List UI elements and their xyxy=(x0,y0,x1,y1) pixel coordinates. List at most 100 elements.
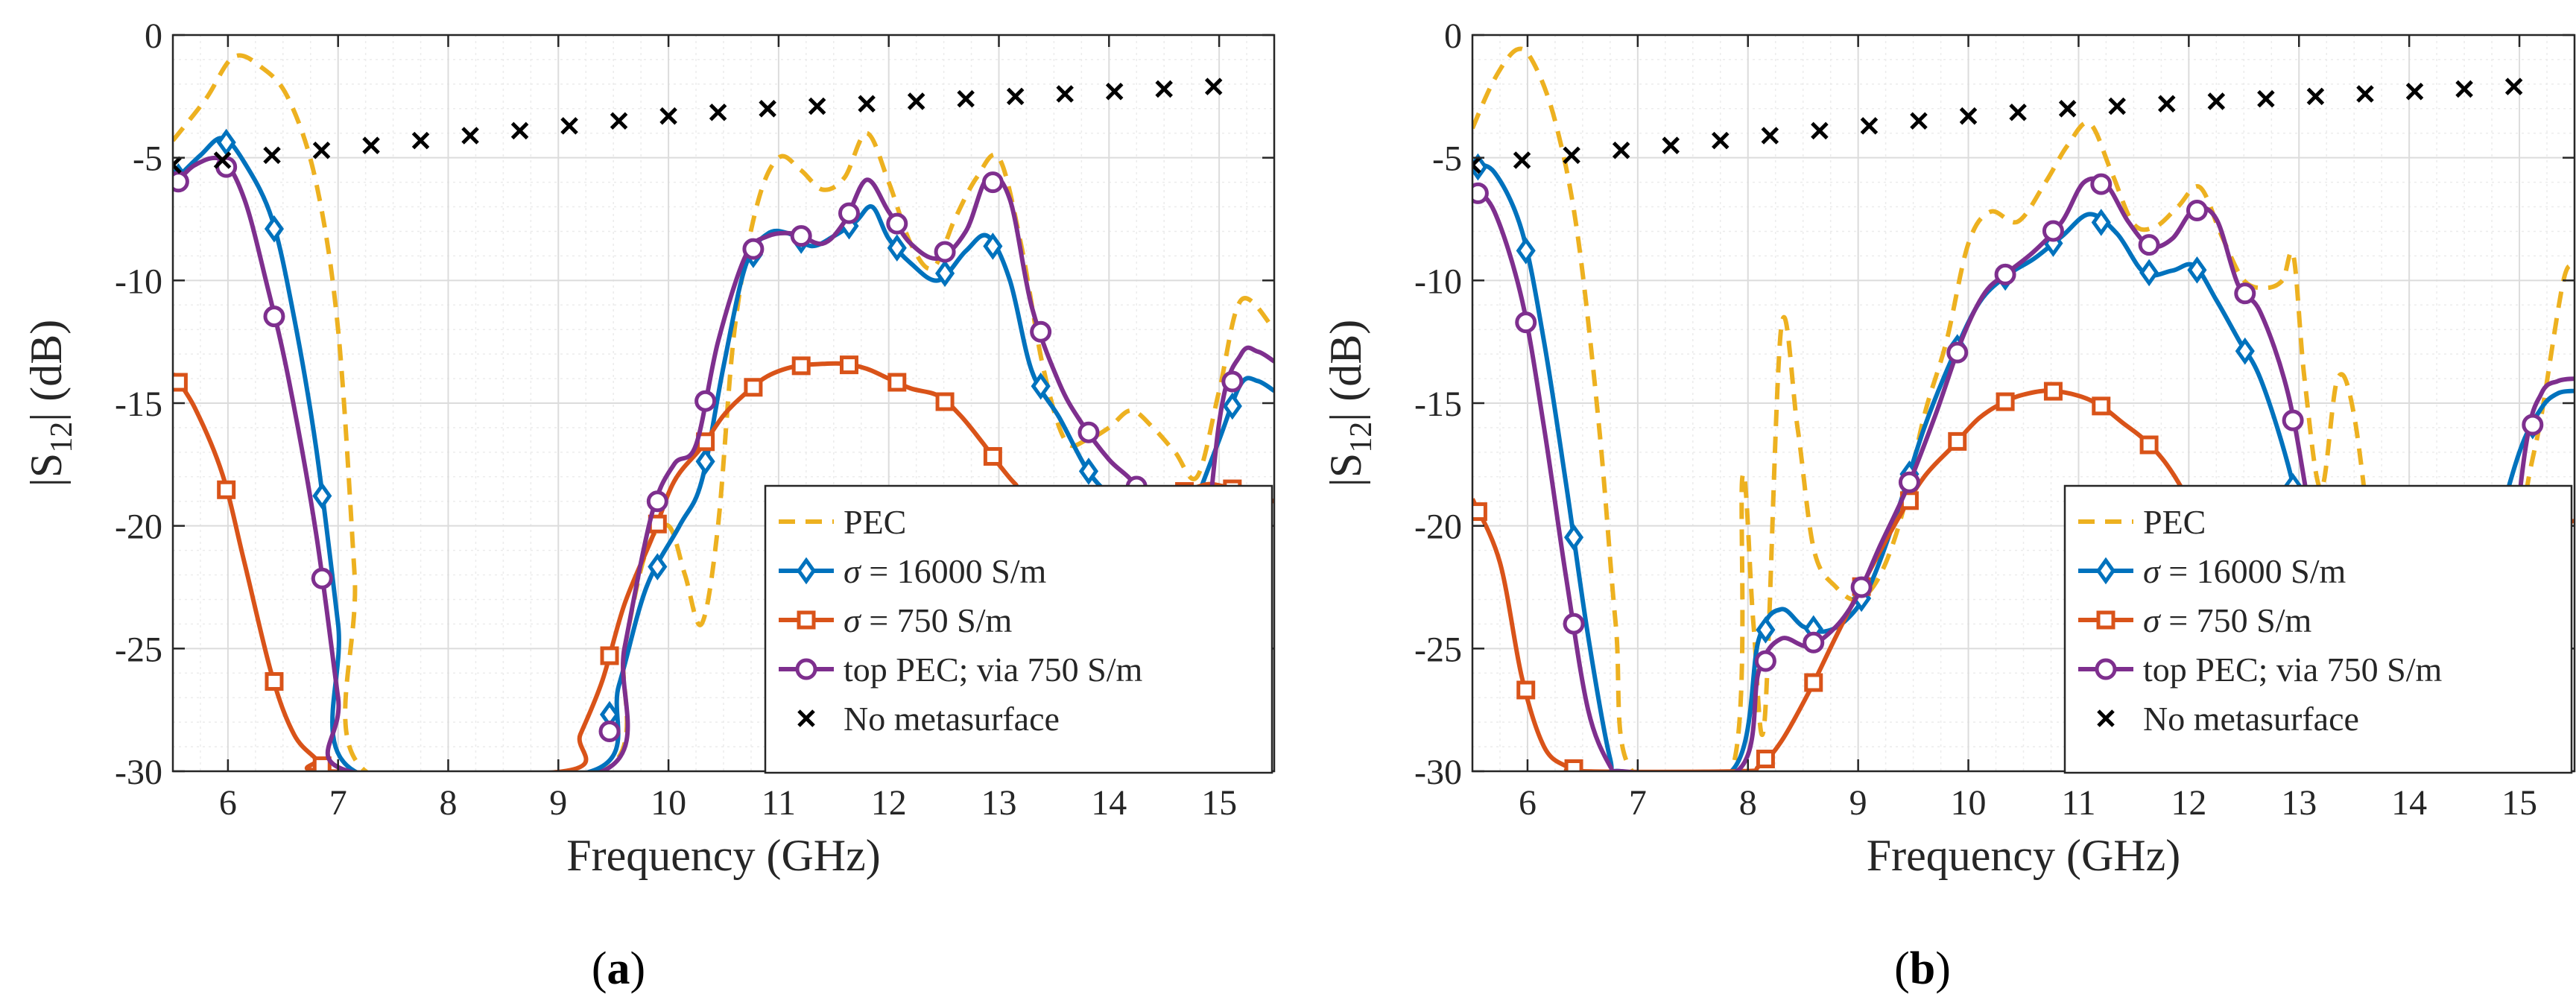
marker-circle-toppec xyxy=(1850,576,1873,598)
marker-diamond-s16000 xyxy=(2187,256,2207,284)
marker-square-s750 xyxy=(1516,680,1536,700)
marker-circle-toppec xyxy=(1515,311,1537,334)
x-tick-label: 10 xyxy=(651,783,686,823)
marker-circle-toppec xyxy=(1754,650,1776,672)
marker-square-s750 xyxy=(1996,392,2015,411)
marker-x-nometa xyxy=(858,95,876,113)
marker-square-s750 xyxy=(217,480,236,499)
legend-marker-toppec xyxy=(795,658,817,680)
legend-label-nometa: No metasurface xyxy=(2143,700,2359,738)
legend-label-nometa: No metasurface xyxy=(844,700,1060,738)
series-line-pec xyxy=(173,53,1274,771)
marker-diamond-s16000 xyxy=(2139,259,2159,287)
marker-x-nometa xyxy=(510,121,529,140)
y-tick-label: -5 xyxy=(133,139,162,179)
x-tick-label: 11 xyxy=(762,783,796,823)
marker-x-nometa xyxy=(1712,131,1730,150)
marker-circle-toppec xyxy=(2282,409,2304,431)
marker-x-nometa xyxy=(659,107,677,125)
y-tick-label: -30 xyxy=(1414,753,1462,792)
marker-x-nometa xyxy=(173,156,182,174)
marker-x-nometa xyxy=(1472,156,1481,174)
x-tick-label: 7 xyxy=(329,783,347,823)
legend-box xyxy=(2063,484,2573,774)
marker-x-nometa xyxy=(2405,82,2424,101)
x-tick-label: 6 xyxy=(1519,783,1537,823)
x-tick-label: 9 xyxy=(549,783,567,823)
marker-diamond-s16000 xyxy=(1031,372,1051,400)
marker-x-nometa xyxy=(759,100,776,118)
marker-x-nometa xyxy=(1155,80,1173,98)
marker-diamond-s16000 xyxy=(887,234,907,262)
x-tick-label: 6 xyxy=(219,783,237,823)
marker-diamond-s16000 xyxy=(312,482,332,510)
marker-circle-toppec xyxy=(790,225,812,247)
marker-x-nometa xyxy=(907,92,925,110)
marker-diamond-s16000 xyxy=(935,259,955,288)
marker-circle-toppec xyxy=(1994,263,2016,285)
marker-circle-toppec xyxy=(838,202,860,224)
marker-circle-toppec xyxy=(311,567,333,589)
marker-diamond-s16000 xyxy=(983,232,1003,260)
marker-x-nometa xyxy=(2009,103,2027,121)
y-tick-label: -5 xyxy=(1432,139,1462,179)
x-tick-label: 14 xyxy=(2391,783,2427,823)
x-tick-label: 12 xyxy=(2171,783,2206,823)
marker-square-s750 xyxy=(791,356,811,376)
marker-circle-toppec xyxy=(1803,631,1825,654)
marker-x-nometa xyxy=(1513,151,1531,169)
x-tick-label: 11 xyxy=(2061,783,2095,823)
marker-circle-toppec xyxy=(1030,320,1052,343)
marker-circle-toppec xyxy=(2234,282,2256,305)
marker-circle-toppec xyxy=(1077,421,1100,443)
legend-label-toppec: top PEC; via 750 S/m xyxy=(2143,651,2442,689)
marker-x-nometa xyxy=(2158,95,2176,113)
x-tick-label: 8 xyxy=(1739,783,1757,823)
marker-x-nometa xyxy=(1105,82,1124,101)
legend-box xyxy=(764,484,1273,774)
marker-diamond-s16000 xyxy=(1078,458,1099,485)
marker-circle-toppec xyxy=(694,390,717,412)
x-tick-label: 9 xyxy=(1849,783,1867,823)
marker-square-s750 xyxy=(935,392,955,411)
y-tick-label: -30 xyxy=(115,753,162,792)
marker-x-nometa xyxy=(1860,117,1879,135)
y-tick-label: -25 xyxy=(115,630,162,669)
marker-x-nometa xyxy=(1959,107,1978,125)
legend-marker-s750 xyxy=(797,610,816,630)
marker-circle-toppec xyxy=(1898,471,1920,493)
x-tick-label: 13 xyxy=(2281,783,2317,823)
marker-square-s750 xyxy=(1948,431,1967,451)
marker-circle-toppec xyxy=(263,306,285,328)
legend-label-s750: σ = 750 S/m xyxy=(844,601,1012,639)
marker-circle-toppec xyxy=(2138,234,2160,256)
marker-x-nometa xyxy=(2504,77,2523,95)
marker-x-nometa xyxy=(1612,142,1630,159)
legend-marker-nometa xyxy=(797,709,815,727)
y-tick-label: -10 xyxy=(115,262,162,301)
marker-square-s750 xyxy=(2043,382,2063,401)
marker-circle-toppec xyxy=(598,720,621,742)
x-axis-label: Frequency (GHz) xyxy=(1867,831,2181,880)
marker-x-nometa xyxy=(1204,77,1223,95)
marker-square-s750 xyxy=(839,355,858,375)
x-tick-label: 8 xyxy=(440,783,458,823)
legend-label-pec: PEC xyxy=(2143,503,2206,541)
marker-x-nometa xyxy=(1563,146,1580,165)
marker-square-s750 xyxy=(1804,673,1823,692)
panel-caption: (a) xyxy=(592,943,645,994)
legend-marker-nometa xyxy=(2097,709,2115,727)
marker-x-nometa xyxy=(213,151,232,169)
marker-diamond-s16000 xyxy=(264,215,285,243)
marker-diamond-s16000 xyxy=(1222,392,1242,420)
legend-label-pec: PEC xyxy=(844,503,906,541)
marker-diamond-s16000 xyxy=(1563,523,1584,551)
y-tick-label: -25 xyxy=(1414,630,1462,669)
x-tick-label: 7 xyxy=(1629,783,1647,823)
marker-x-nometa xyxy=(1006,87,1025,106)
y-tick-label: -20 xyxy=(115,507,162,547)
marker-circle-toppec xyxy=(2522,414,2544,436)
legend-marker-s16000 xyxy=(2095,557,2116,585)
legend-marker-s750 xyxy=(2096,610,2115,630)
marker-x-nometa xyxy=(808,97,826,116)
